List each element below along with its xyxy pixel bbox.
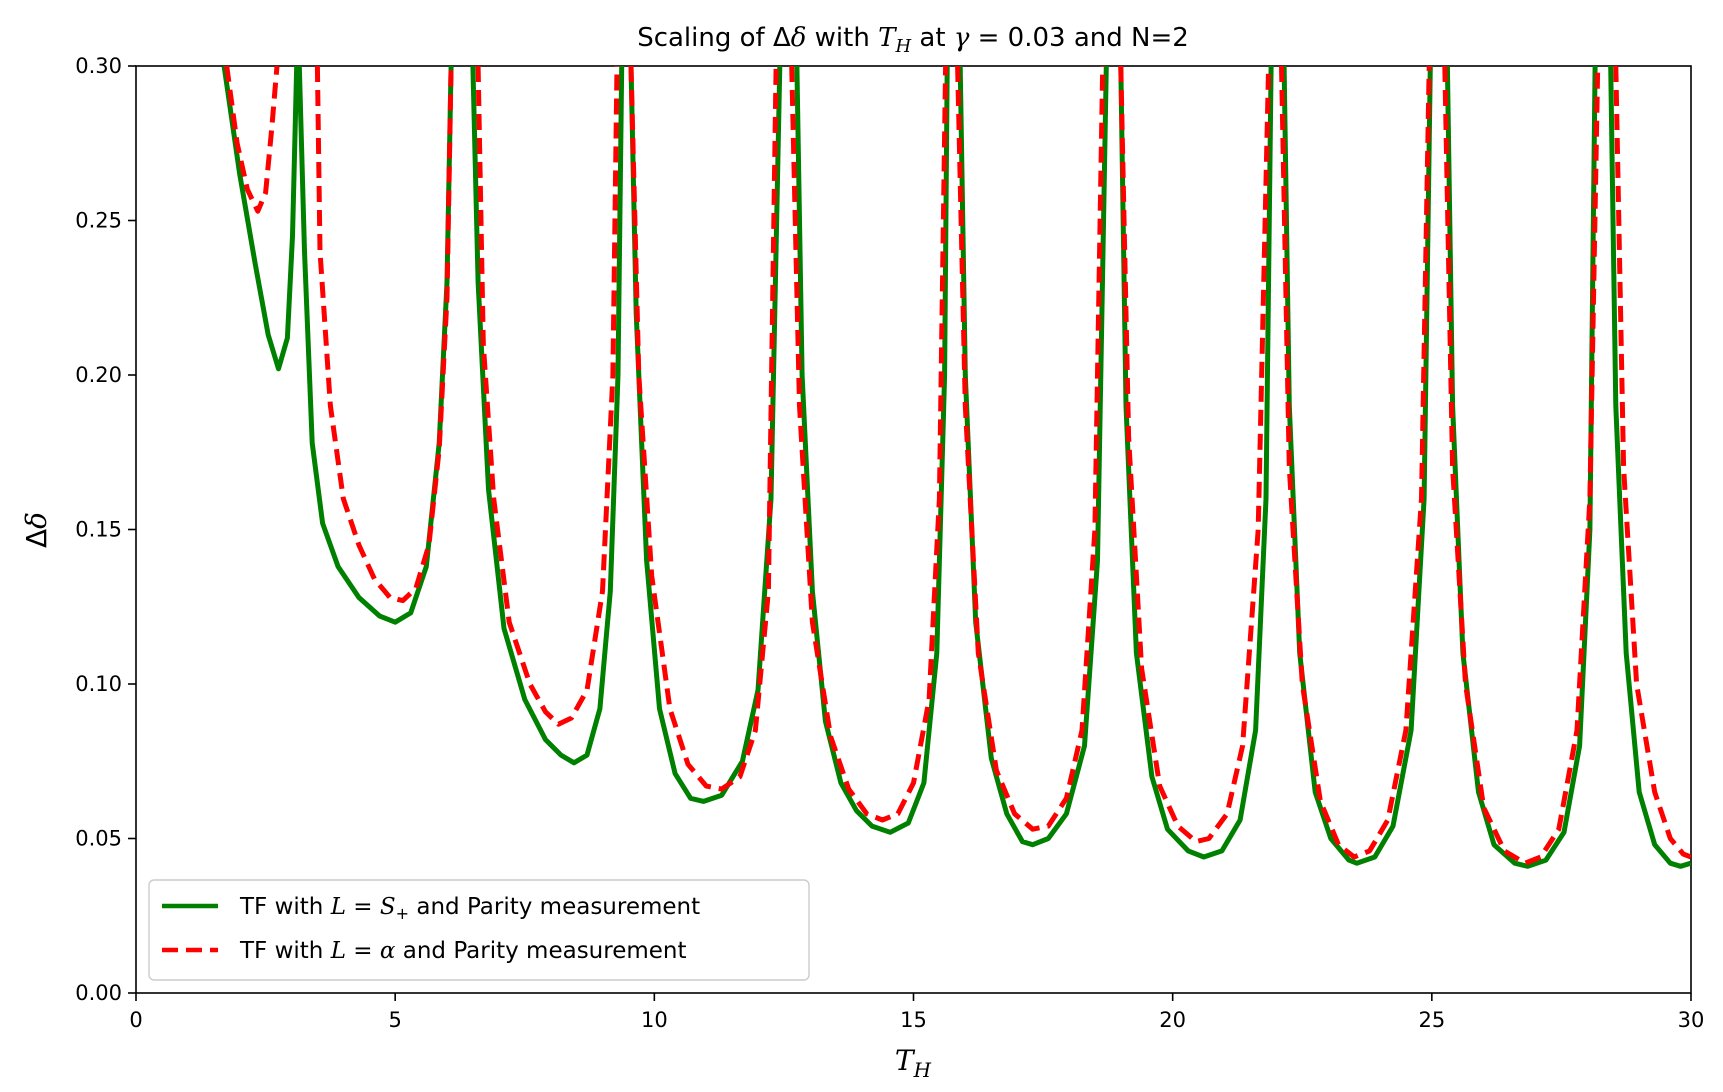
series-line-alpha bbox=[224, 66, 1691, 866]
series-layer bbox=[221, 66, 1691, 869]
x-tick-label: 20 bbox=[1159, 1008, 1186, 1032]
y-tick-label: 0.05 bbox=[75, 827, 122, 851]
x-tick-label: 0 bbox=[129, 1008, 142, 1032]
x-tick-label: 30 bbox=[1678, 1008, 1705, 1032]
x-axis-label: TH bbox=[895, 1044, 932, 1082]
x-tick-label: 5 bbox=[388, 1008, 401, 1032]
y-tick-label: 0.10 bbox=[75, 672, 122, 696]
series-line-s-plus bbox=[221, 66, 1691, 869]
legend-box bbox=[148, 879, 810, 981]
y-tick-label: 0.15 bbox=[75, 518, 122, 542]
x-tick-label: 10 bbox=[641, 1008, 668, 1032]
y-axis-label: Δδ bbox=[20, 512, 53, 548]
x-axis: 0 5 10 15 20 25 30 bbox=[129, 993, 1704, 1032]
legend: TF with L = S+ and Parity measurement TF… bbox=[148, 879, 810, 981]
legend-label-s-plus: TF with L = S+ and Parity measurement bbox=[239, 894, 700, 923]
x-tick-label: 25 bbox=[1418, 1008, 1445, 1032]
y-tick-label: 0.20 bbox=[75, 363, 122, 387]
y-tick-label: 0.25 bbox=[75, 209, 122, 233]
x-tick-label: 15 bbox=[900, 1008, 927, 1032]
y-tick-label: 0.30 bbox=[75, 54, 122, 78]
y-axis: 0.00 0.05 0.10 0.15 0.20 0.25 0.30 bbox=[75, 54, 136, 1005]
legend-label-alpha: TF with L = α and Parity measurement bbox=[239, 938, 687, 964]
y-tick-label: 0.00 bbox=[75, 981, 122, 1005]
chart-title: Scaling of Δδ with TH at γ = 0.03 and N=… bbox=[637, 23, 1189, 57]
